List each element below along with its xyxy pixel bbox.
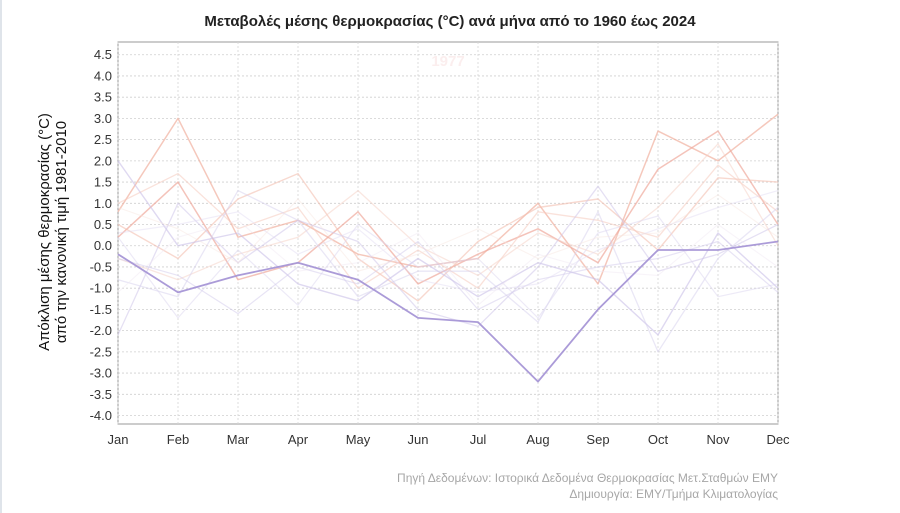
x-tick-label: Dec bbox=[766, 432, 790, 447]
y-tick-label: -1.5 bbox=[90, 302, 112, 317]
y-tick-label: 2.0 bbox=[94, 153, 112, 168]
x-tick-label: Jul bbox=[470, 432, 487, 447]
plot-frame bbox=[117, 41, 779, 425]
y-axis-label-line1: Απόκλιση μέσης θερμοκρασίας (°C) bbox=[36, 113, 53, 351]
y-tick-label: 3.0 bbox=[94, 111, 112, 126]
y-tick-label: 2.5 bbox=[94, 132, 112, 147]
series-line-warm-e bbox=[117, 143, 779, 281]
y-tick-label: 3.5 bbox=[94, 90, 112, 105]
plot-area: 1977 bbox=[117, 41, 779, 425]
y-tick-label: 1.0 bbox=[94, 196, 112, 211]
chart-title: Μεταβολές μέσης θερμοκρασίας (°C) ανά μή… bbox=[204, 13, 696, 30]
y-tick-label: -2.5 bbox=[90, 344, 112, 359]
x-tick-label: Oct bbox=[648, 432, 669, 447]
x-axis-ticks: Jan Feb Mar Apr May Jun Jul Aug Sep Oct Nov Dec bbox=[108, 432, 791, 447]
series-line-pale-b bbox=[117, 194, 779, 272]
x-tick-label: Jan bbox=[108, 432, 129, 447]
x-tick-label: Nov bbox=[706, 432, 730, 447]
credit-caption: Δημιουργία: ΕΜΥ/Τμήμα Κλιματολογίας bbox=[569, 487, 778, 501]
y-tick-label: 0.5 bbox=[94, 217, 112, 232]
y-tick-label: -0.5 bbox=[90, 259, 112, 274]
x-tick-label: Apr bbox=[288, 432, 309, 447]
y-tick-label: 4.0 bbox=[94, 68, 112, 83]
y-tick-label: -3.0 bbox=[90, 366, 112, 381]
y-tick-label: -3.5 bbox=[90, 387, 112, 402]
series-line-cool-e bbox=[117, 240, 779, 315]
series-line-1977 bbox=[117, 240, 779, 383]
y-tick-label: 4.5 bbox=[94, 47, 112, 62]
x-tick-label: May bbox=[346, 432, 371, 447]
y-axis-ticks: 4.5 4.0 3.5 3.0 2.5 2.0 1.5 1.0 0.5 0.0 -0.5 -1.0 -1… bbox=[90, 47, 112, 423]
grid bbox=[117, 42, 779, 424]
series-line-cool-f bbox=[117, 190, 779, 293]
y-axis-label: Απόκλιση μέσης θερμοκρασίας (°C) από την… bbox=[36, 113, 70, 351]
y-tick-label: -4.0 bbox=[90, 408, 112, 423]
series-line-cool-b bbox=[117, 185, 779, 336]
source-caption: Πηγή Δεδομένων: Ιστορικά Δεδομένα Θερμοκ… bbox=[397, 471, 778, 485]
x-tick-label: Feb bbox=[167, 432, 189, 447]
window-edge bbox=[0, 0, 2, 513]
series-lines bbox=[117, 113, 779, 383]
series-line-cool-c bbox=[117, 189, 779, 353]
x-tick-label: Jun bbox=[408, 432, 429, 447]
y-tick-label: -1.0 bbox=[90, 281, 112, 296]
series-line-pale-a bbox=[117, 219, 779, 306]
series-line-cool-a bbox=[117, 160, 779, 336]
y-tick-label: -2.0 bbox=[90, 323, 112, 338]
series-line-warm-d bbox=[117, 164, 779, 289]
x-tick-label: Aug bbox=[526, 432, 549, 447]
y-tick-label: 0.0 bbox=[94, 238, 112, 253]
y-tick-label: 1.5 bbox=[94, 175, 112, 190]
highlighted-year-label: 1977 bbox=[431, 53, 464, 70]
series-line-cool-d bbox=[117, 215, 779, 319]
x-tick-label: Sep bbox=[586, 432, 609, 447]
x-tick-label: Mar bbox=[227, 432, 250, 447]
y-axis-label-line2: από την κανονική τιμή 1981-2010 bbox=[53, 121, 70, 343]
